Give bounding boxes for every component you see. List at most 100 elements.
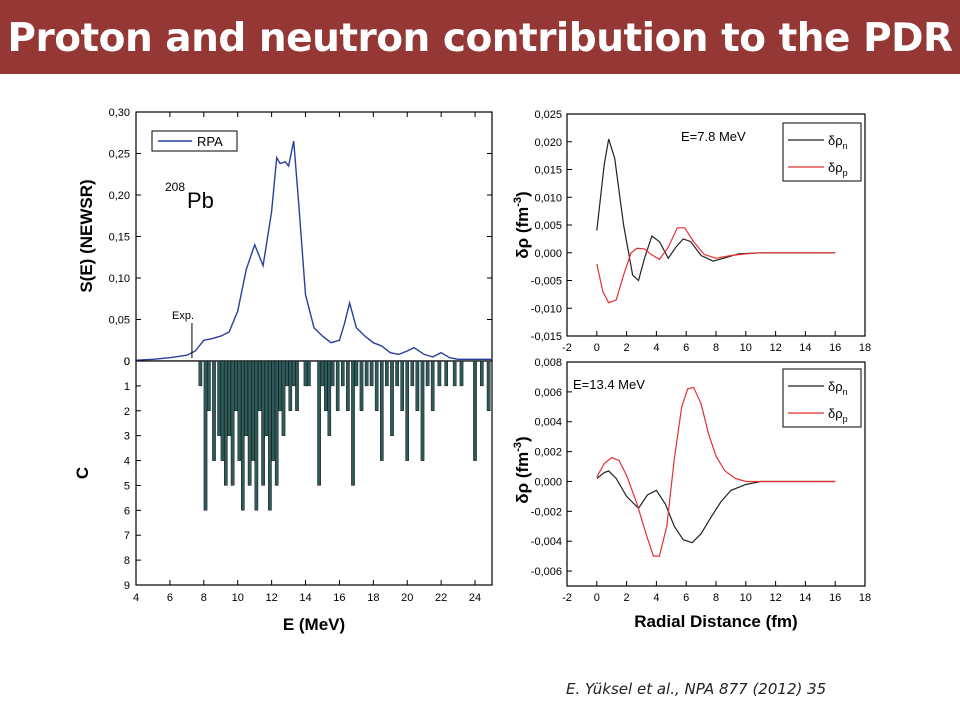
configuration-bar: [254, 360, 259, 511]
density-13-4-xtick-label: 10: [740, 592, 752, 604]
configuration-bar: [203, 360, 208, 511]
slide-title: Proton and neutron contribution to the P…: [7, 16, 953, 61]
energy-xtick-label: 8: [201, 592, 207, 604]
configuration-bar: [459, 360, 464, 387]
title-banner: [0, 0, 960, 74]
configuration-ytick-label: 9: [124, 580, 130, 592]
configuration-ytick-label: 8: [124, 555, 130, 567]
configuration-bar: [244, 360, 249, 436]
configuration-ytick-label: 0: [124, 356, 130, 368]
configuration-bar: [217, 360, 221, 436]
density-7-8-ytick-label: 0,015: [534, 165, 562, 177]
rpa-legend-label: RPA: [197, 134, 223, 149]
configuration-bar: [359, 360, 364, 411]
configuration-bar: [295, 360, 299, 411]
density-13-4-ytick-label: -0,004: [531, 536, 562, 548]
configuration-bar: [198, 360, 203, 387]
strength-plot: 0 0,05 0,10 0,15 0,20 0,25 0,30 RPA 208 Pb Exp…: [77, 107, 493, 368]
nucleus-symbol: Pb: [187, 188, 214, 213]
configuration-bar: [369, 360, 374, 387]
density-7-8-xtick-label: 10: [740, 342, 752, 354]
configuration-bar: [212, 360, 216, 461]
configuration-bar: [486, 360, 491, 411]
energy-xtick-label: 14: [299, 592, 311, 604]
configuration-bar: [223, 360, 228, 486]
configuration-bar: [227, 360, 232, 436]
configuration-bar: [390, 360, 394, 436]
configuration-ytick-label: 7: [124, 530, 130, 542]
density-7-8-ytick-label: 0,000: [534, 248, 562, 260]
density-7-8-ytick-label: 0,025: [534, 109, 562, 121]
density-13-4-xtick-label: 14: [799, 592, 811, 604]
configuration-bar: [240, 360, 245, 511]
radial-distance-xlabel: Radial Distance (fm): [634, 612, 797, 631]
configuration-bar: [271, 360, 276, 461]
configuration-bar: [405, 360, 410, 461]
configuration-bar: [437, 360, 442, 387]
configuration-bar: [324, 360, 328, 411]
configuration-bar: [327, 360, 332, 436]
density-7-8-xtick-label: 6: [683, 342, 689, 354]
configuration-bar: [268, 360, 272, 511]
configuration-ytick-label: 4: [124, 456, 130, 468]
strength-ytick-label: 0,20: [109, 190, 130, 202]
configuration-bar: [473, 360, 477, 461]
density-7-8-xtick-label: 16: [829, 342, 841, 354]
density-7-8-energy-label: E=7.8 MeV: [681, 129, 746, 144]
density-7-8-legend-box: [782, 122, 862, 182]
configuration-bar: [281, 360, 286, 436]
configuration-bar: [415, 360, 420, 411]
configuration-bar: [430, 360, 435, 411]
density-7-8-ytick-label: 0,020: [534, 137, 562, 149]
density-7-8-legend-n: δρn: [828, 133, 848, 151]
strength-ytick-label: 0,10: [109, 273, 130, 285]
strength-ylabel: S(E) (NEWSR): [77, 179, 96, 292]
configuration-bar: [351, 360, 355, 486]
density-7-8-ytick-label: 0,005: [534, 220, 562, 232]
energy-xtick-label: 22: [435, 592, 447, 604]
density-7-8-xtick-label: 2: [624, 342, 630, 354]
density-7-8-ytick-label: -0,010: [531, 303, 562, 315]
configuration-ytick-label: 5: [124, 480, 130, 492]
configuration-plot-frame: [135, 360, 493, 586]
configuration-ytick-label: 2: [124, 406, 130, 418]
energy-xtick-label: 18: [367, 592, 379, 604]
density-13-4-legend-n: δρn: [828, 379, 848, 397]
configuration-bar: [230, 360, 235, 486]
density-13-4-proton-line: [596, 386, 836, 557]
density-13-4-legend-p: δρp: [828, 406, 848, 424]
configuration-bar: [385, 360, 389, 387]
configuration-bar: [285, 360, 289, 387]
configuration-bar: [380, 360, 384, 461]
density-7-8-proton-line: [596, 227, 836, 304]
configuration-bar: [303, 360, 308, 387]
energy-xtick-label: 10: [232, 592, 244, 604]
configuration-bar: [374, 360, 379, 411]
configuration-bar: [264, 360, 269, 436]
density-7-8-ytick-label: -0,005: [531, 276, 562, 288]
density-plot-13-4: -0,006 -0,004 -0,002 0,000 0,002 0,004 0,006 0,…: [512, 357, 871, 631]
configuration-bar: [251, 360, 255, 461]
configuration-bar: [480, 360, 484, 387]
density-13-4-xtick-label: 8: [713, 592, 719, 604]
strength-ytick-label: 0,30: [109, 107, 130, 119]
energy-xtick-label: 6: [167, 592, 173, 604]
configuration-ytick-label: 1: [124, 381, 130, 393]
configuration-bar: [335, 360, 340, 411]
energy-xtick-label: 12: [265, 592, 277, 604]
energy-xtick-label: 4: [133, 592, 139, 604]
energy-xtick-label: 20: [401, 592, 413, 604]
density-13-4-ytick-label: 0,000: [534, 476, 562, 488]
density-13-4-ytick-label: -0,002: [531, 506, 562, 518]
density-7-8-ylabel: δρ (fm-3): [512, 191, 532, 258]
density-13-4-xtick-label: -2: [562, 592, 572, 604]
strength-ytick-label: 0: [124, 356, 130, 368]
citation: E. Yüksel et al., NPA 877 (2012) 35: [566, 680, 827, 698]
configuration-bar: [261, 360, 265, 486]
configuration-bar: [330, 360, 335, 387]
density-13-4-xtick-label: 2: [624, 592, 630, 604]
density-13-4-neutron-line: [596, 470, 836, 544]
density-13-4-xtick-label: 0: [594, 592, 600, 604]
configuration-ylabel: C: [73, 467, 92, 479]
